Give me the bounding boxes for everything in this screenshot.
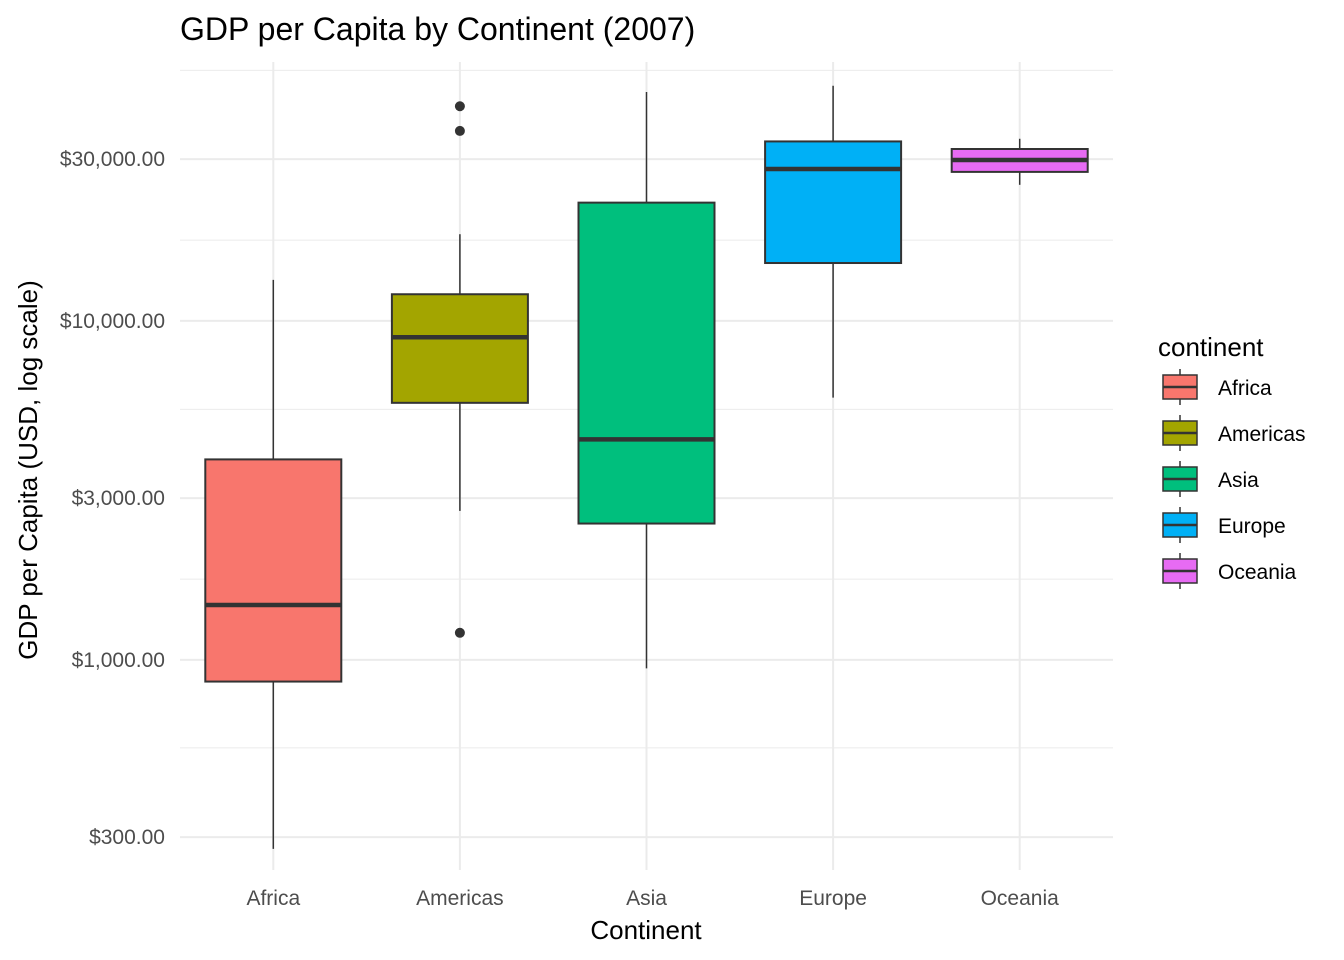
outlier-point <box>454 125 465 136</box>
boxplot-asia <box>577 92 716 669</box>
chart-title: GDP per Capita by Continent (2007) <box>180 11 695 47</box>
x-tick-label: Americas <box>416 887 504 910</box>
box <box>764 140 903 265</box>
legend-title: continent <box>1158 332 1264 362</box>
y-tick-label: $300.00 <box>89 826 165 849</box>
legend: Africa Americas Asia Europe Oceania <box>1162 369 1306 589</box>
legend-item-asia: Asia <box>1162 461 1259 497</box>
x-tick-label: Africa <box>246 887 300 910</box>
boxplot-africa <box>204 279 343 849</box>
y-tick-label: $1,000.00 <box>72 649 165 672</box>
x-tick-label: Oceania <box>981 887 1060 910</box>
box <box>390 293 529 404</box>
y-tick-label: $30,000.00 <box>60 148 165 171</box>
x-axis-title: Continent <box>590 915 702 945</box>
legend-label: Africa <box>1218 377 1272 400</box>
boxplots <box>204 85 1089 849</box>
y-tick-label: $10,000.00 <box>60 310 165 333</box>
legend-label: Asia <box>1218 469 1259 492</box>
legend-label: Oceania <box>1218 561 1297 584</box>
y-tick-label: $3,000.00 <box>72 487 165 510</box>
y-axis-title: GDP per Capita (USD, log scale) <box>13 280 43 660</box>
x-tick-label: Asia <box>626 887 667 910</box>
legend-label: Europe <box>1218 515 1286 538</box>
boxplot-oceania <box>950 138 1089 185</box>
box <box>577 201 716 525</box>
boxplot-americas <box>390 101 529 638</box>
legend-item-oceania: Oceania <box>1162 553 1297 589</box>
axes: $300.00 $1,000.00 $3,000.00 $10,000.00 $30,0… <box>60 148 1059 910</box>
box <box>204 458 343 683</box>
legend-item-africa: Africa <box>1162 369 1272 405</box>
legend-item-europe: Europe <box>1162 507 1286 543</box>
outlier-point <box>454 101 465 112</box>
legend-label: Americas <box>1218 423 1306 446</box>
boxplot-europe <box>764 85 903 398</box>
x-tick-label: Europe <box>799 887 867 910</box>
legend-item-americas: Americas <box>1162 415 1306 451</box>
outlier-point <box>454 627 465 638</box>
